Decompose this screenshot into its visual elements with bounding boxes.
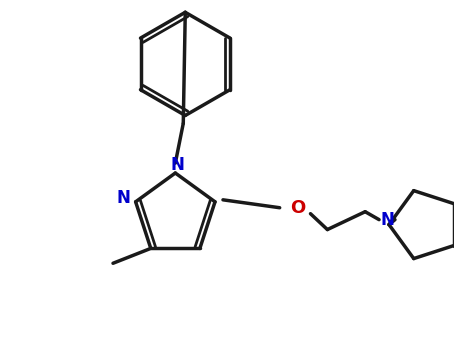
- Text: N: N: [380, 211, 394, 229]
- Text: O: O: [290, 199, 305, 217]
- Text: N: N: [170, 156, 184, 174]
- Text: N: N: [117, 189, 131, 207]
